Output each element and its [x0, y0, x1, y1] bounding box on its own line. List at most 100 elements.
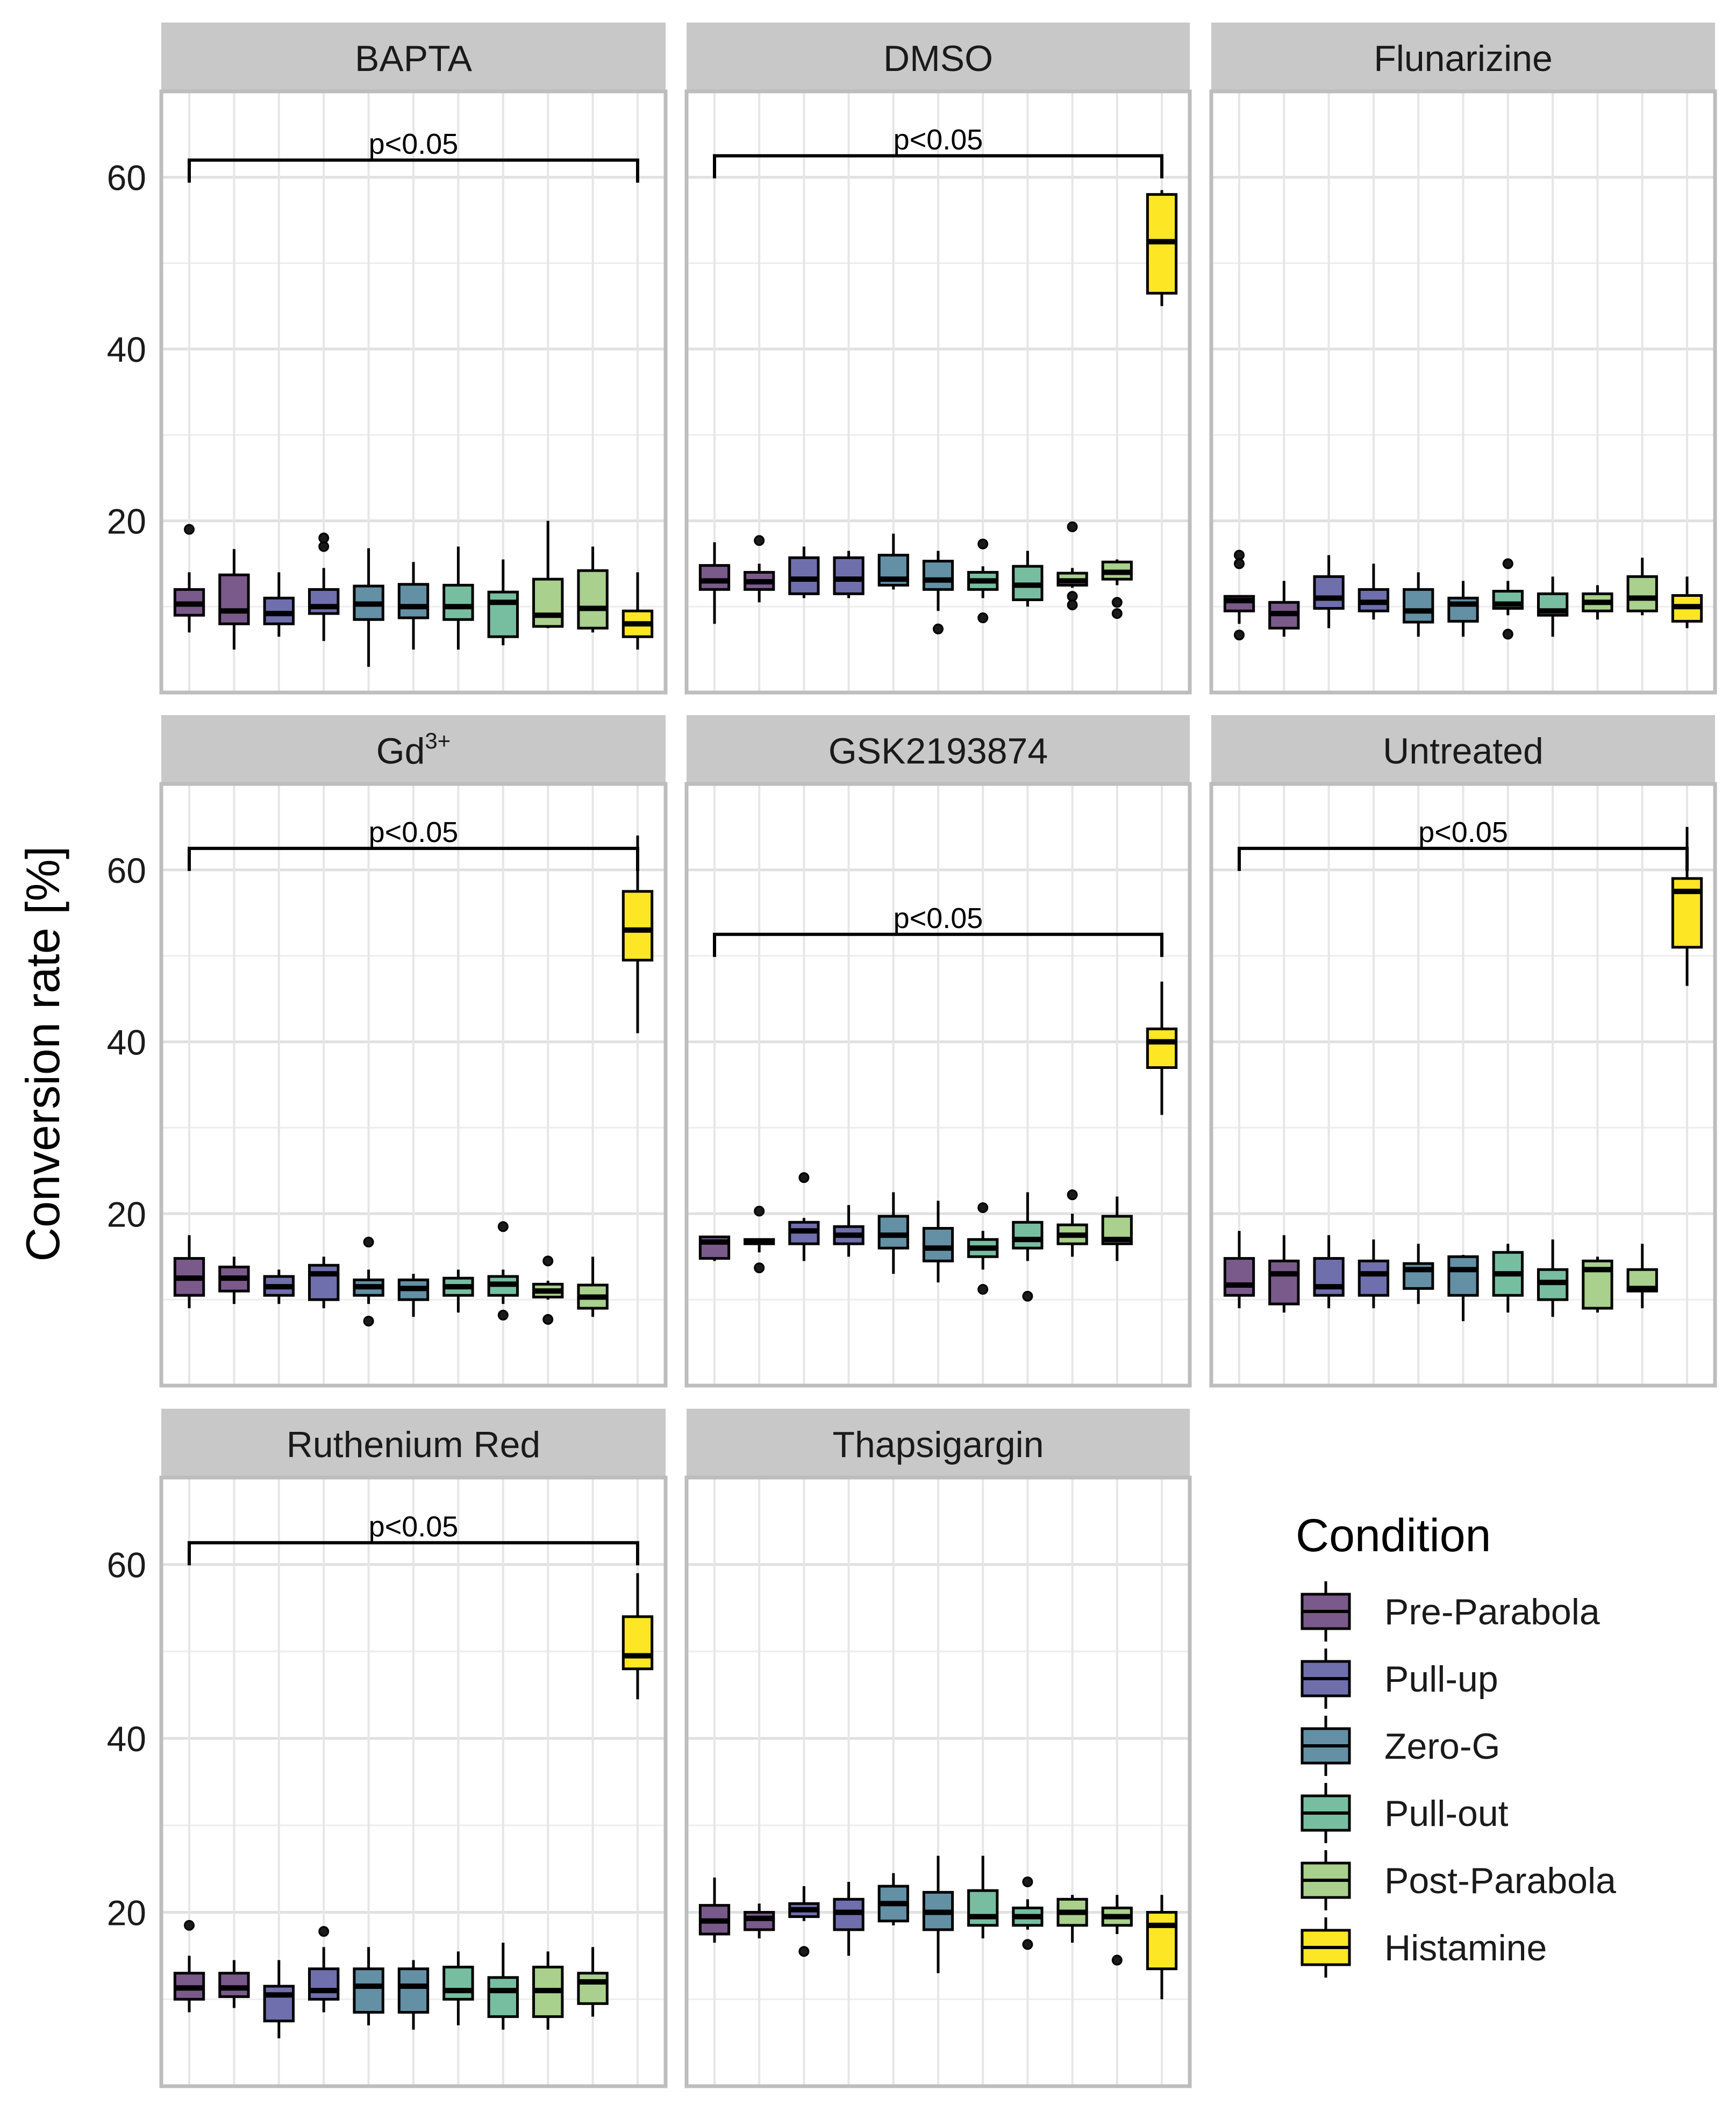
- bracket-line: [188, 158, 639, 183]
- p-value-label: p<0.05: [894, 124, 983, 156]
- outlier-point: [977, 612, 989, 624]
- p-value-label: p<0.05: [369, 1510, 459, 1543]
- box-pre-parabola: [173, 524, 205, 633]
- box-zero-g: [922, 1201, 954, 1283]
- box-pull-out: [967, 538, 999, 624]
- outlier-point: [1234, 558, 1245, 569]
- box-post-parabola: [1626, 558, 1658, 616]
- legend-label: Zero-G: [1384, 1726, 1500, 1767]
- outlier-point: [1067, 521, 1078, 532]
- outlier-point: [1234, 550, 1245, 561]
- bracket-line: [188, 1541, 639, 1566]
- box-iqr: [922, 560, 954, 591]
- box-post-parabola: [1582, 585, 1613, 620]
- y-tick-label: 60: [107, 158, 146, 198]
- box-pre-parabola: [744, 1903, 775, 1939]
- box-pull-out: [1537, 1239, 1569, 1317]
- box-pull-up: [833, 551, 865, 598]
- outlier-point: [933, 623, 944, 634]
- box-histamine: [1146, 981, 1178, 1115]
- box-pull-up: [308, 532, 340, 641]
- box-iqr: [218, 573, 250, 625]
- box-pull-out: [967, 1856, 999, 1939]
- box-iqr: [1012, 1221, 1044, 1250]
- panel-border: [684, 1475, 1192, 2088]
- y-tick-label: 40: [107, 330, 146, 369]
- box-pull-up: [1313, 1235, 1345, 1309]
- bracket-line: [188, 846, 639, 871]
- box-post-parabola: [1101, 1196, 1133, 1261]
- box-iqr: [1358, 1259, 1390, 1297]
- box-zero-g: [353, 1237, 384, 1327]
- outlier-point: [542, 1314, 554, 1325]
- box-iqr: [308, 1264, 340, 1301]
- panel-title: Ruthenium Red: [287, 1424, 540, 1465]
- significance-bracket: p<0.05: [188, 128, 639, 183]
- box-post-parabola: [532, 1255, 564, 1325]
- box-pull-up: [788, 1172, 820, 1261]
- outlier-point: [1111, 608, 1123, 619]
- box-pull-up: [263, 1960, 295, 2039]
- box-pull-up: [833, 1205, 865, 1257]
- legend-item-pull-up: Pull-up: [1301, 1649, 1498, 1709]
- significance-bracket: p<0.05: [713, 124, 1163, 179]
- box-pull-up: [788, 546, 820, 598]
- box-iqr: [577, 1972, 609, 2005]
- box-histamine: [1146, 190, 1178, 306]
- strip-background: [161, 715, 666, 784]
- box-iqr: [487, 590, 519, 638]
- box-post-parabola: [577, 1947, 609, 2017]
- box-zero-g: [1447, 1255, 1479, 1322]
- outlier-point: [754, 535, 765, 546]
- box-zero-g: [877, 1192, 909, 1274]
- outlier-point: [318, 1926, 330, 1937]
- outlier-point: [184, 1920, 195, 1931]
- legend-item-zero-g: Zero-G: [1301, 1716, 1500, 1776]
- box-pull-up: [788, 1886, 820, 1957]
- panel-title-base: Gd: [376, 731, 425, 772]
- panel-title: Untreated: [1383, 731, 1544, 772]
- legend-item-pre-parabola: Pre-Parabola: [1301, 1581, 1600, 1642]
- box-pre-parabola: [698, 1877, 731, 1943]
- box-pre-parabola: [744, 535, 775, 603]
- bracket-line: [1238, 846, 1689, 871]
- box-iqr: [1146, 1028, 1178, 1069]
- outlier-point: [798, 1172, 810, 1183]
- significance-bracket: p<0.05: [188, 1510, 639, 1566]
- p-value-label: p<0.05: [894, 902, 983, 934]
- outlier-point: [1111, 1954, 1123, 1966]
- box-pre-parabola: [218, 1960, 250, 2008]
- legend-label: Pull-out: [1384, 1793, 1509, 1834]
- box-pull-out: [487, 1221, 519, 1321]
- outlier-point: [318, 541, 330, 552]
- box-pull-up: [263, 572, 295, 637]
- panel-border: [159, 89, 668, 695]
- p-value-label: p<0.05: [1418, 816, 1508, 848]
- panel-title: Gd3+: [376, 728, 451, 772]
- outlier-point: [363, 1237, 374, 1248]
- box-iqr: [532, 577, 564, 628]
- outlier-point: [1067, 591, 1078, 602]
- box-iqr: [308, 588, 340, 615]
- panel-title: BAPTA: [355, 38, 473, 79]
- box-histamine: [621, 835, 654, 1033]
- box-zero-g: [922, 1856, 954, 1973]
- box-pull-out: [1537, 576, 1569, 637]
- outlier-point: [1022, 1939, 1033, 1950]
- box-pull-out: [1012, 551, 1044, 607]
- box-iqr: [698, 564, 731, 591]
- y-axis-label: Conversion rate [%]: [16, 846, 69, 1262]
- panel-gd3-: Gd3+ 20 40 60 p<0.05: [107, 715, 668, 1388]
- outlier-point: [754, 1205, 765, 1217]
- box-iqr: [397, 1967, 430, 2014]
- panel-border: [684, 89, 1192, 695]
- panels-layer: BAPTA 20 40 60 p<0.05 DMSO p<0.05 Flunarizine Gd…: [107, 23, 1717, 2088]
- outlier-point: [1502, 629, 1513, 640]
- box-histamine: [1671, 576, 1703, 629]
- panel-ruthenium-red: Ruthenium Red 20 40 60 p<0.05: [107, 1409, 668, 2088]
- p-value-label: p<0.05: [369, 128, 459, 160]
- box-zero-g: [1403, 572, 1434, 637]
- outlier-point: [977, 538, 989, 550]
- legend: Condition Pre-Parabola Pull-up Zero-G Pull-…: [1296, 1510, 1616, 1978]
- outlier-point: [798, 1946, 810, 1957]
